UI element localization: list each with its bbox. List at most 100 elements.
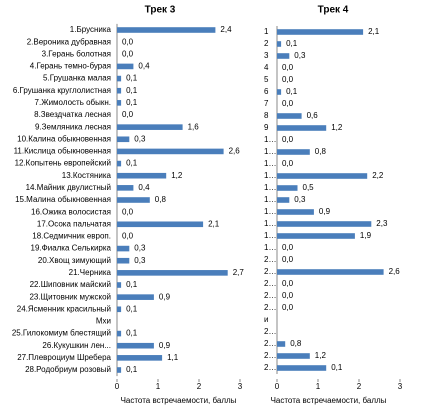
bar — [277, 89, 282, 95]
bar — [277, 353, 310, 359]
y-tick-label: 8 — [264, 111, 269, 120]
y-tick-label: 1… — [264, 231, 276, 240]
value-label: 0,0 — [282, 159, 294, 168]
y-tick-label: 2… — [264, 279, 276, 288]
y-tick-label: 4.Герань темно-бурая — [30, 62, 111, 71]
value-label: 0,4 — [138, 183, 150, 192]
value-label: 0,1 — [126, 159, 138, 168]
value-label: 0,1 — [126, 280, 138, 289]
y-tick-label: 7.Жимолость обыкн. — [35, 98, 111, 107]
value-label: 0,4 — [138, 62, 150, 71]
y-tick-label: 13.Костяника — [62, 171, 112, 180]
value-label: 2,4 — [220, 25, 232, 34]
y-tick-label: 1… — [264, 219, 276, 228]
value-label: 0,6 — [307, 111, 319, 120]
x-tick-label: 3 — [398, 382, 403, 391]
y-tick-label: 24.Ясменник красильный — [17, 304, 111, 313]
y-tick-label: 27.Плевроциум Шребера — [17, 353, 111, 362]
y-tick-label: 19.Фиалка Селькирка — [31, 244, 112, 253]
bar — [117, 270, 228, 276]
x-axis-label: Частота встречаемости, баллы — [121, 396, 237, 405]
y-tick-label: 14.Майник двулистный — [26, 183, 111, 192]
value-label: 0,0 — [282, 279, 294, 288]
y-tick-label: 2… — [264, 291, 276, 300]
value-label: 1,2 — [331, 123, 343, 132]
value-label: 0,0 — [282, 255, 294, 264]
value-label: 0,1 — [331, 363, 343, 372]
bar — [117, 172, 167, 179]
bar — [117, 330, 122, 337]
y-tick-label: 6.Грушанка круглолистная — [13, 86, 111, 95]
chart-title: Трек 4 — [318, 5, 349, 16]
bar — [117, 63, 134, 70]
x-tick-label: 1 — [316, 382, 321, 391]
y-tick-label: 16.Ожика волосистая — [31, 207, 111, 216]
value-label: 0,3 — [294, 195, 306, 204]
y-tick-label: 2 — [264, 39, 269, 48]
bar — [277, 53, 290, 59]
bar — [277, 29, 364, 35]
y-tick-label: 1… — [264, 135, 276, 144]
value-label: 2,2 — [372, 171, 384, 180]
y-tick-label: 28.Родобриум розовый — [25, 365, 111, 374]
bar — [117, 221, 204, 228]
y-tick-label: 12.Копытень европейский — [15, 159, 111, 168]
y-tick-label: 2… — [264, 327, 276, 336]
y-tick-label: 5 — [264, 75, 269, 84]
x-tick-label: 0 — [115, 382, 120, 391]
y-tick-label: 2… — [264, 339, 276, 348]
y-tick-label: 1… — [264, 195, 276, 204]
value-label: 1,1 — [167, 353, 179, 362]
y-tick-label: 1… — [264, 243, 276, 252]
y-tick-label: 1… — [264, 159, 276, 168]
bar — [117, 257, 130, 264]
value-label: 0,3 — [134, 256, 146, 265]
bar — [277, 341, 286, 347]
value-label: 0,8 — [155, 195, 167, 204]
bar — [277, 113, 302, 119]
value-label: 0,9 — [159, 341, 171, 350]
value-label: 0,8 — [290, 339, 302, 348]
bar — [117, 367, 122, 373]
value-label: 0,3 — [294, 51, 306, 60]
value-label: 0,0 — [122, 207, 134, 216]
chart-title: Трек 3 — [145, 5, 176, 16]
bar — [117, 75, 122, 82]
value-label: 2,1 — [208, 219, 220, 228]
value-label: 0,1 — [126, 86, 138, 95]
y-tick-label: 2.Вероника дубравная — [27, 37, 111, 46]
bar — [277, 221, 372, 227]
bar — [277, 125, 327, 131]
y-tick-label: 18.Седмичник европ. — [32, 232, 111, 241]
value-label: 0,3 — [134, 244, 146, 253]
value-label: 0,0 — [282, 75, 294, 84]
y-tick-label: 1… — [264, 147, 276, 156]
bar — [277, 209, 314, 215]
y-tick-label: 3.Герань болотная — [42, 49, 111, 58]
bar — [117, 136, 130, 143]
value-label: 1,2 — [171, 171, 183, 180]
y-tick-label: 2… — [264, 351, 276, 360]
x-tick-label: 3 — [238, 382, 243, 391]
y-tick-label: 23.Щитовник мужской — [29, 292, 111, 301]
value-label: 0,5 — [303, 183, 315, 192]
x-tick-label: 1 — [156, 382, 161, 391]
value-label: 0,1 — [126, 329, 138, 338]
y-tick-label: 6 — [264, 87, 269, 96]
bar — [117, 87, 122, 94]
y-tick-label: и — [264, 315, 268, 324]
bar — [277, 233, 355, 239]
y-tick-label: 4 — [264, 63, 269, 72]
value-label: 0,0 — [122, 49, 134, 58]
y-tick-label: 9 — [264, 123, 269, 132]
value-label: 0,0 — [122, 110, 134, 119]
bar — [277, 185, 298, 191]
value-label: 0,1 — [286, 39, 298, 48]
y-tick-label: 2… — [264, 267, 276, 276]
bar — [117, 160, 122, 167]
y-tick-label: 3 — [264, 51, 269, 60]
x-tick-label: 2 — [197, 382, 202, 391]
y-tick-label: 1 — [264, 27, 269, 36]
x-axis-label: Частота встречаемости, баллы — [271, 396, 387, 405]
value-label: 0,8 — [315, 147, 327, 156]
